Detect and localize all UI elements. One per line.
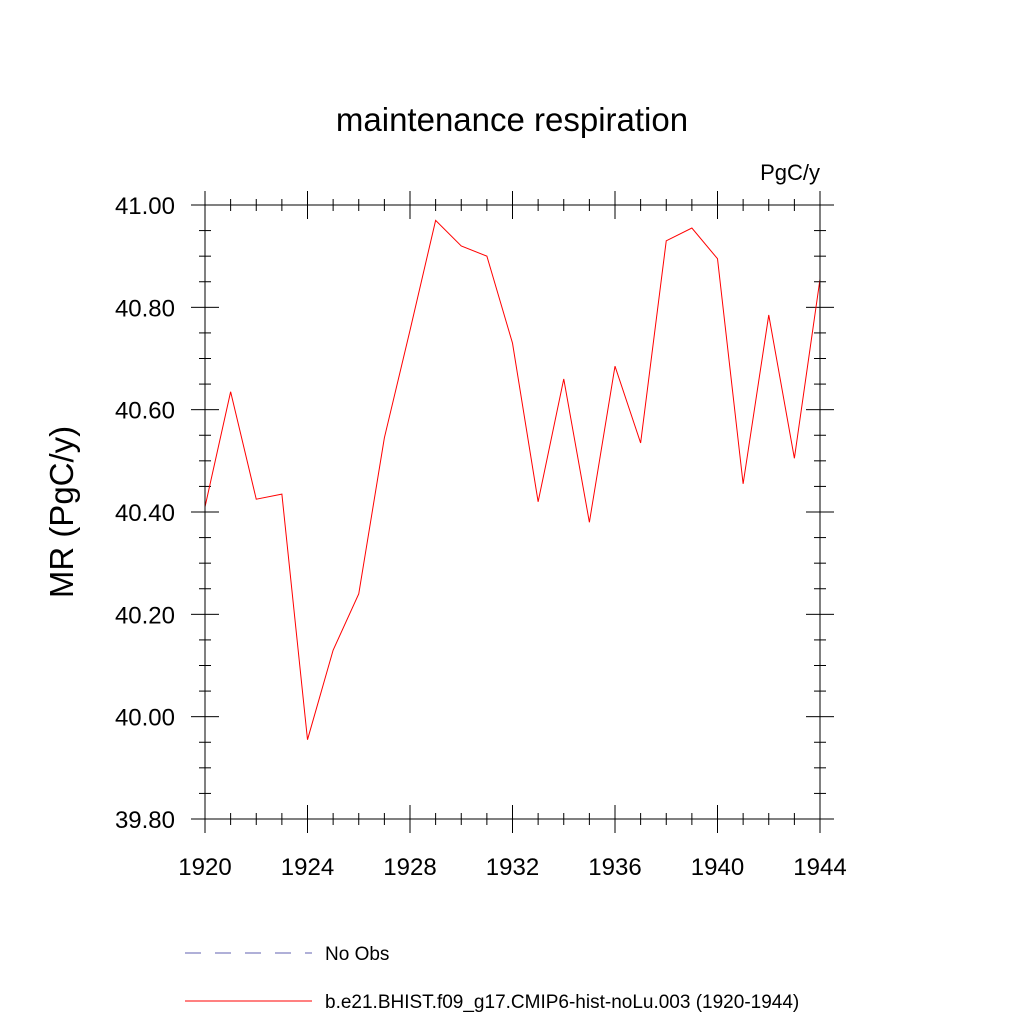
minor-ticks [199,199,826,825]
y-tick-label: 40.60 [115,398,175,425]
plot-frame [204,204,821,820]
y-tick-labels: 39.80 40.00 40.20 40.40 40.60 40.80 41.00 [115,193,175,834]
x-tick-label: 1936 [588,854,641,881]
series-lines [204,219,821,740]
units-label: PgC/y [760,160,820,185]
x-tick-label: 1944 [793,854,846,881]
x-tick-labels: 1920 1924 1928 1932 1936 1940 1944 [178,854,846,881]
x-tick-label: 1928 [383,854,436,881]
y-axis-label: MR (PgC/y) [43,426,80,598]
x-tick-label: 1924 [281,854,334,881]
y-tick-label: 40.80 [115,295,175,322]
series-line-1 [204,219,821,740]
y-tick-label: 40.20 [115,602,175,629]
legend-label-model-run: b.e21.BHIST.f09_g17.CMIP6-hist-noLu.003 … [325,992,799,1013]
x-tick-label: 1920 [178,854,231,881]
legend: No Obs b.e21.BHIST.f09_g17.CMIP6-hist-no… [185,944,799,1013]
y-tick-label: 40.40 [115,500,175,527]
major-ticks [191,191,834,833]
y-tick-label: 41.00 [115,193,175,220]
x-tick-label: 1932 [486,854,539,881]
chart-title: maintenance respiration [336,101,688,138]
x-tick-label: 1940 [691,854,744,881]
y-tick-label: 39.80 [115,807,175,834]
y-tick-label: 40.00 [115,705,175,732]
legend-label-no-obs: No Obs [325,944,389,965]
